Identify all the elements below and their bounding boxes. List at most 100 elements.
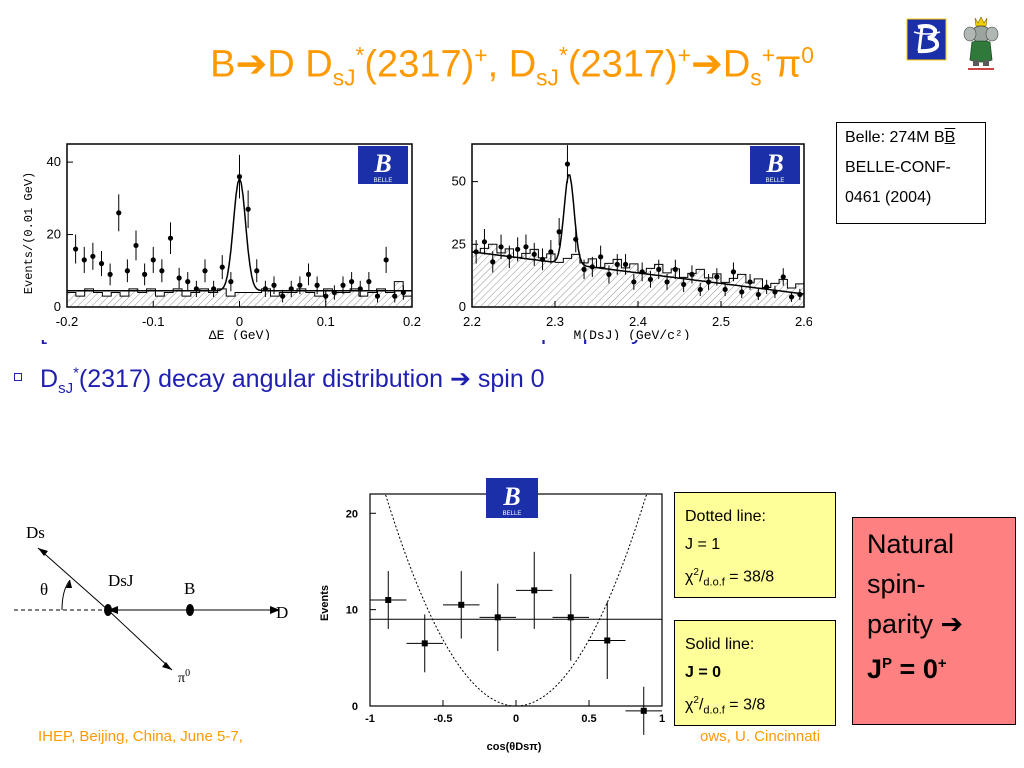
dotted-line-note: Dotted line: J = 1 χ2/d.o.f = 38/8 — [674, 492, 836, 598]
data-point — [714, 274, 720, 280]
data-point — [357, 286, 363, 292]
data-point — [664, 279, 670, 285]
data-point — [202, 268, 208, 274]
data-point — [211, 286, 217, 292]
data-point — [606, 271, 612, 277]
belle-logo — [906, 18, 947, 61]
data-point — [689, 271, 695, 277]
data-point — [672, 266, 678, 272]
data-point — [490, 259, 496, 265]
x-tick-label: 0.1 — [317, 314, 335, 329]
data-point — [98, 260, 105, 267]
footer-left: IHEP, Beijing, China, June 5-7, — [38, 728, 243, 745]
fit-curve — [471, 174, 805, 295]
svg-text:BELLE: BELLE — [503, 511, 522, 517]
right-arrow-icon: ➔ — [940, 609, 964, 639]
x-tick-label: 2.4 — [629, 314, 647, 329]
x-tick-label: -1 — [365, 713, 375, 725]
label-dsj: DsJ — [108, 571, 134, 590]
data-point — [631, 279, 637, 285]
y-label-deltaE: Events/(0.01 GeV) — [22, 172, 36, 294]
data-point — [747, 279, 753, 285]
x-tick-label: 1 — [659, 713, 665, 725]
reference-box: Belle: 274M BB BELLE-CONF- 0461 (2004) — [836, 122, 986, 224]
x-tick-label: 2.5 — [712, 314, 730, 329]
data-point — [639, 269, 645, 275]
x-tick-label: -0.5 — [434, 713, 453, 725]
data-point — [305, 271, 312, 277]
data-point — [297, 282, 303, 288]
conclusion-box: Natural spin- parity ➔ JP = 0+ — [852, 517, 1016, 725]
y-tick-label: 25 — [452, 236, 466, 251]
data-point — [314, 282, 320, 288]
data-point — [567, 614, 574, 621]
data-point — [219, 264, 225, 270]
data-point — [280, 293, 286, 299]
data-point — [349, 279, 355, 285]
data-point — [383, 257, 389, 263]
x-tick-label: 0 — [513, 713, 519, 725]
data-point — [262, 286, 268, 292]
data-point — [656, 266, 662, 272]
data-point — [340, 282, 346, 288]
label-theta: θ — [40, 580, 48, 599]
data-point — [622, 261, 629, 267]
belle-logo: B BELLE — [750, 146, 800, 184]
data-point — [697, 286, 703, 293]
data-point — [556, 229, 562, 235]
belle-logo: B BELLE — [358, 146, 408, 184]
data-point — [236, 174, 243, 180]
data-point — [788, 294, 795, 300]
data-point — [331, 289, 337, 296]
x-tick-label: 0.2 — [403, 314, 421, 329]
arrow-head-icon — [38, 548, 48, 556]
x-tick-label: 2.6 — [795, 314, 812, 329]
data-point — [564, 161, 571, 167]
svg-text:BELLE: BELLE — [766, 178, 785, 184]
y-label-angular: Events — [319, 585, 331, 621]
data-point — [506, 254, 512, 260]
data-point — [589, 264, 595, 270]
data-point — [515, 246, 521, 252]
y-tick-label: 20 — [346, 508, 358, 520]
label-ds: Ds — [26, 523, 45, 542]
data-point — [159, 268, 165, 274]
data-point — [573, 236, 579, 242]
y-tick-label: 40 — [47, 154, 61, 169]
data-point — [245, 206, 251, 212]
x-tick-label: -0.1 — [142, 314, 164, 329]
label-b: B — [184, 579, 195, 598]
babar-mascot-icon — [963, 16, 999, 70]
data-point — [722, 286, 728, 293]
data-point — [797, 291, 803, 298]
x-label-deltaE: ΔE (GeV) — [209, 328, 271, 340]
data-point — [539, 256, 546, 262]
data-point — [73, 246, 79, 252]
data-point — [133, 242, 139, 249]
y-tick-label: 10 — [346, 605, 358, 617]
right-arrow-icon: ➔ — [690, 43, 723, 86]
data-point — [228, 279, 234, 285]
data-point — [498, 244, 504, 250]
data-point — [473, 249, 479, 255]
x-tick-label: 0.5 — [581, 713, 596, 725]
data-point — [90, 253, 96, 259]
data-point — [604, 637, 611, 644]
data-point — [176, 275, 182, 281]
data-point — [640, 707, 647, 714]
data-point — [730, 269, 737, 275]
data-point — [271, 282, 277, 288]
data-point — [681, 281, 687, 288]
data-point — [647, 276, 654, 283]
data-point — [392, 293, 398, 299]
data-point — [772, 289, 778, 295]
data-point — [81, 257, 87, 263]
data-point — [531, 251, 537, 257]
svg-text:B: B — [373, 149, 391, 178]
x-tick-label: 2.2 — [463, 314, 481, 329]
slide-title: B➔D DsJ*(2317)+, DsJ*(2317)+➔Ds+π0 — [210, 42, 814, 91]
svg-text:B: B — [502, 482, 520, 511]
data-point — [739, 289, 745, 295]
bullet-3: DsJ*(2317) decay angular distribution ➔ … — [14, 364, 545, 397]
y-tick-label: 20 — [47, 227, 61, 242]
